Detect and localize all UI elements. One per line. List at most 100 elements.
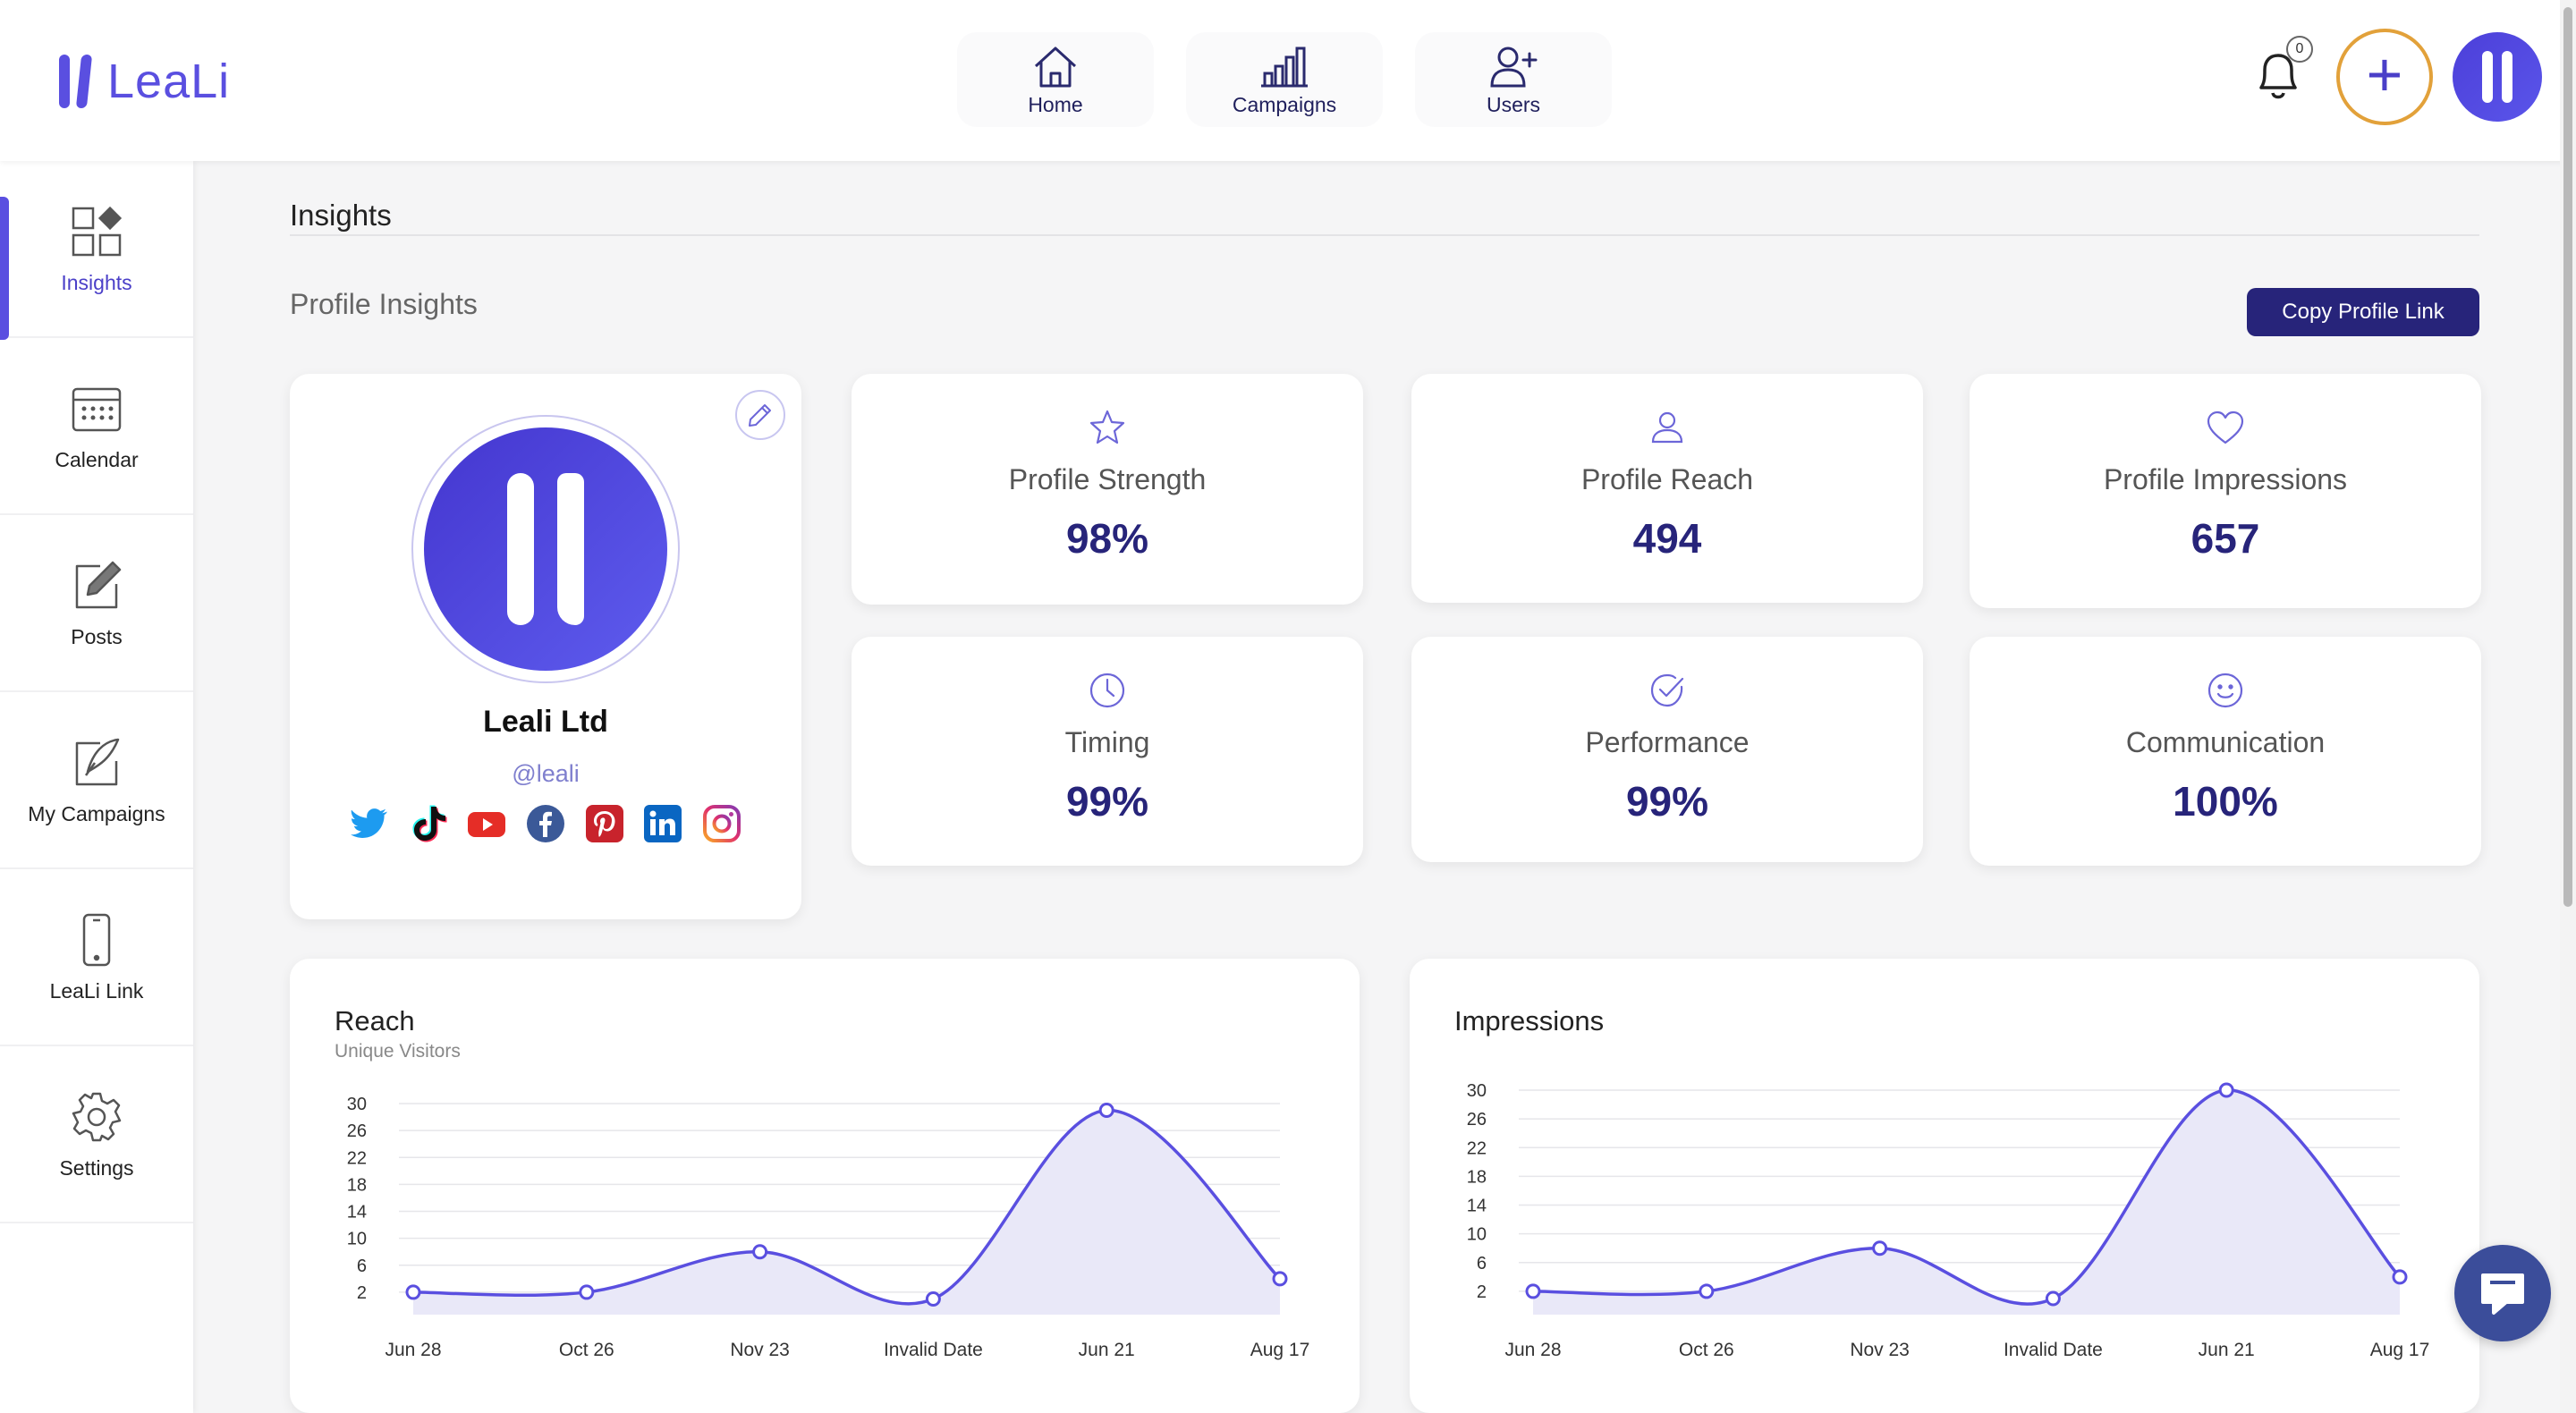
- twitter-link[interactable]: [349, 803, 390, 844]
- facebook-link[interactable]: [525, 803, 566, 844]
- y-tick-label: 22: [347, 1148, 367, 1168]
- bell-icon[interactable]: [2252, 47, 2304, 104]
- page-scrollbar[interactable]: [2560, 0, 2576, 1413]
- data-point[interactable]: [2045, 1290, 2061, 1307]
- impressions-chart-card: Impressions 2 6 10 14 18 22 26 30 Jun 28 Oct 26 No…: [1410, 959, 2479, 1413]
- data-point[interactable]: [752, 1244, 768, 1260]
- quill-icon: [75, 738, 120, 785]
- tiktok-link[interactable]: [408, 803, 449, 844]
- data-point[interactable]: [579, 1284, 595, 1300]
- x-tick-label: Aug 17: [2370, 1340, 2430, 1360]
- y-tick-label: 14: [1467, 1197, 1487, 1216]
- x-tick-label: Aug 17: [1250, 1340, 1310, 1360]
- linkedin-link[interactable]: [642, 803, 683, 844]
- section-title: Profile Insights: [290, 288, 478, 320]
- sidebar-item-posts[interactable]: Posts: [0, 515, 193, 692]
- gear-icon: [72, 1092, 122, 1141]
- y-tick-label: 18: [347, 1175, 367, 1195]
- stat-label: Communication: [2125, 726, 2326, 758]
- sidebar-item-my-campaigns[interactable]: My Campaigns: [0, 692, 193, 869]
- pinterest-icon: [585, 805, 623, 842]
- pencil-icon: [749, 404, 771, 427]
- sidebar-item-insights[interactable]: Insights: [0, 161, 193, 340]
- copy-profile-link-button[interactable]: Copy Profile Link: [2247, 288, 2479, 336]
- data-point[interactable]: [2218, 1082, 2234, 1098]
- instagram-icon: [702, 805, 741, 842]
- stat-value: 99%: [1625, 778, 1709, 825]
- brand-logo[interactable]: LeaLi: [59, 50, 230, 113]
- stat-card-communication: Communication 100%: [1970, 637, 2481, 866]
- y-tick-label: 10: [347, 1230, 367, 1249]
- smile-icon: [2207, 673, 2243, 708]
- stat-value: 98%: [1065, 515, 1149, 562]
- title-divider: [290, 234, 2479, 236]
- area-fill: [413, 1110, 1280, 1315]
- social-links: [349, 803, 742, 844]
- instagram-link[interactable]: [701, 803, 742, 844]
- data-point[interactable]: [1098, 1103, 1114, 1119]
- chat-button[interactable]: [2454, 1245, 2551, 1341]
- scrollbar-thumb[interactable]: [2563, 7, 2572, 907]
- data-point[interactable]: [1699, 1283, 1715, 1299]
- data-point[interactable]: [925, 1290, 941, 1307]
- grid-icon: [72, 206, 123, 256]
- topnav-users-label: Users: [1486, 92, 1541, 116]
- stat-card-profile-strength: Profile Strength 98%: [852, 374, 1363, 605]
- edit-profile-button[interactable]: [735, 390, 785, 440]
- stat-value: 494: [1632, 515, 1702, 562]
- data-point[interactable]: [1525, 1283, 1541, 1299]
- brand-name: LeaLi: [107, 55, 231, 108]
- y-tick-label: 26: [347, 1121, 367, 1141]
- sidebar-item-settings[interactable]: Settings: [0, 1046, 193, 1223]
- sidebar-item-label: LeaLi Link: [49, 978, 144, 1003]
- notification-badge: 0: [2286, 36, 2313, 63]
- user-avatar[interactable]: [2453, 32, 2542, 122]
- y-tick-label: 10: [1467, 1225, 1487, 1245]
- data-point[interactable]: [1272, 1271, 1288, 1287]
- sidebar-item-leali-link[interactable]: LeaLi Link: [0, 869, 193, 1046]
- youtube-icon: [468, 812, 506, 837]
- x-tick-label: Oct 26: [559, 1340, 614, 1360]
- profile-handle[interactable]: @leali: [512, 760, 580, 787]
- chart-title: Impressions: [1454, 1005, 1605, 1036]
- stat-value: 657: [2190, 515, 2260, 562]
- data-point[interactable]: [1872, 1240, 1888, 1256]
- y-tick-label: 6: [357, 1256, 367, 1276]
- stat-label: Profile Reach: [1580, 463, 1754, 495]
- twitter-icon: [351, 808, 387, 838]
- topnav-campaigns-label: Campaigns: [1232, 92, 1337, 116]
- clock-icon: [1089, 673, 1125, 708]
- area-fill: [1533, 1089, 2400, 1315]
- bar-chart-icon: [1261, 47, 1308, 87]
- sidebar-item-label: Posts: [71, 624, 123, 648]
- linkedin-icon: [644, 805, 682, 842]
- topnav-campaigns[interactable]: Campaigns: [1186, 32, 1383, 127]
- x-tick-label: Oct 26: [1679, 1340, 1734, 1360]
- y-tick-label: 26: [1467, 1110, 1487, 1130]
- star-icon: [1089, 410, 1125, 444]
- youtube-link[interactable]: [466, 803, 507, 844]
- y-tick-label: 30: [347, 1095, 367, 1114]
- user-plus-icon: [1490, 47, 1538, 87]
- plus-icon: +: [2366, 39, 2403, 109]
- stat-label: Performance: [1585, 726, 1750, 758]
- x-tick-label: Jun 21: [2199, 1340, 2255, 1360]
- data-point[interactable]: [405, 1284, 421, 1300]
- phone-icon: [82, 913, 111, 966]
- sidebar-item-calendar[interactable]: Calendar: [0, 338, 193, 515]
- topnav-home[interactable]: Home: [957, 32, 1154, 127]
- topnav-users[interactable]: Users: [1415, 32, 1612, 127]
- y-tick-label: 2: [1477, 1282, 1487, 1302]
- profile-card: Leali Ltd @leali: [290, 374, 801, 919]
- data-point[interactable]: [2392, 1269, 2408, 1285]
- y-tick-label: 14: [347, 1203, 367, 1223]
- x-tick-label: Nov 23: [1850, 1340, 1910, 1360]
- edit-icon: [75, 561, 122, 608]
- pinterest-link[interactable]: [584, 803, 625, 844]
- sidebar-item-label: Settings: [59, 1155, 134, 1180]
- add-button[interactable]: +: [2336, 29, 2433, 125]
- stat-label: Timing: [1064, 726, 1150, 758]
- heart-icon: [2207, 410, 2244, 444]
